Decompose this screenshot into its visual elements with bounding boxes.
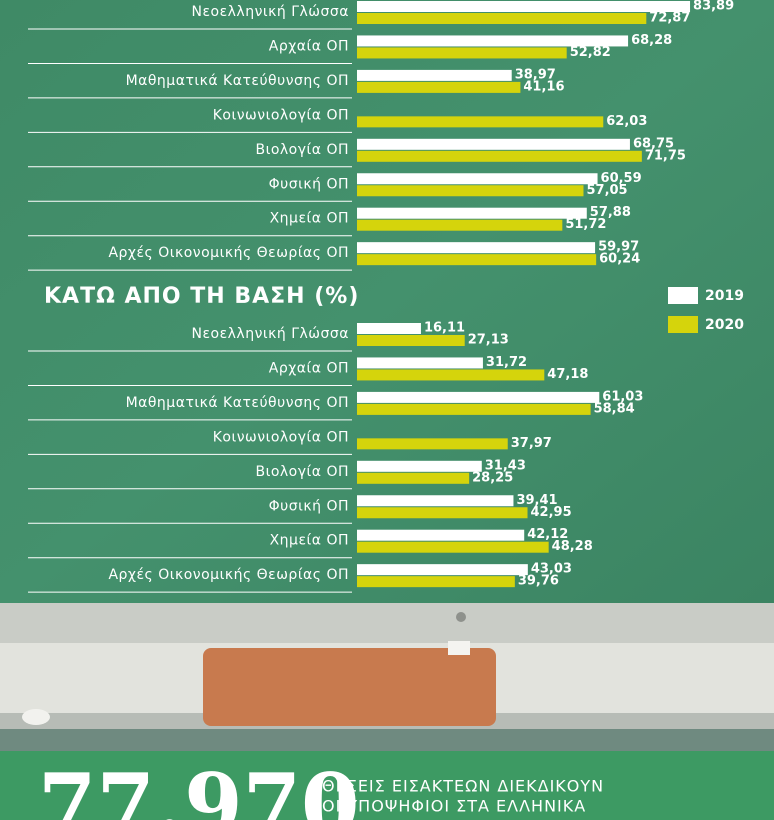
bar [357, 13, 647, 24]
bar [357, 81, 521, 93]
bar [357, 438, 508, 450]
chalk-piece [22, 709, 50, 725]
chalk [448, 641, 470, 655]
value-label: 58,84 [594, 401, 635, 416]
value-label: 51,72 [565, 217, 606, 232]
value-label: 28,25 [472, 470, 513, 485]
value-label: 52,82 [570, 45, 611, 60]
value-label: 37,97 [511, 436, 552, 451]
eraser [203, 648, 496, 726]
value-label: 43,03 [531, 562, 572, 577]
category-label: Βιολογία ΟΠ [255, 464, 349, 480]
bar [357, 207, 587, 219]
category-label: Νεοελληνική Γλώσσα [191, 4, 349, 20]
bar [357, 323, 421, 334]
bar [357, 173, 598, 185]
bar [357, 47, 567, 59]
bar [357, 369, 545, 381]
value-label: 60,59 [601, 171, 642, 186]
value-label: 41,16 [523, 79, 564, 94]
value-label: 68,28 [631, 33, 672, 48]
value-label: 42,95 [531, 505, 572, 520]
value-label: 39,76 [518, 574, 559, 589]
category-label: Κοινωνιολογία ΟΠ [213, 107, 349, 123]
value-label: 31,43 [485, 458, 526, 473]
category-label: Χημεία ΟΠ [270, 533, 349, 549]
bar [357, 507, 528, 519]
bar [357, 138, 630, 150]
section-title: ΚΑΤΩ ΑΠΟ ΤΗ ΒΑΣΗ (%) [44, 284, 359, 309]
bar [357, 150, 642, 162]
value-label: 47,18 [547, 367, 588, 382]
bar [357, 472, 470, 484]
value-label: 27,13 [468, 333, 509, 348]
category-label: Αρχές Οικονομικής Θεωρίας ΟΠ [108, 245, 349, 261]
value-label: 57,88 [590, 205, 631, 220]
footer-text: ΘΕΣΕΙΣ ΕΙΣΑΚΤΕΩΝ ΔΙΕΚΔΙΚΟΥΝ [322, 777, 604, 796]
bar [357, 69, 512, 81]
value-label: 48,28 [552, 539, 593, 554]
category-label: Αρχές Οικονομικής Θεωρίας ΟΠ [108, 567, 349, 583]
screw [456, 612, 466, 622]
value-label: 57,05 [586, 183, 627, 198]
value-label: 71,75 [645, 148, 686, 163]
category-label: Βιολογία ΟΠ [255, 142, 349, 158]
value-label: 83,89 [693, 0, 734, 14]
frame [0, 603, 774, 643]
bar [357, 185, 584, 197]
value-label: 61,03 [602, 389, 643, 404]
value-label: 42,12 [527, 527, 568, 542]
value-label: 31,72 [486, 355, 527, 370]
bar [357, 357, 483, 369]
bar [357, 1, 691, 12]
bar [357, 564, 528, 576]
footer-number: 77.970 [38, 755, 359, 820]
category-label: Χημεία ΟΠ [270, 211, 349, 227]
bar [357, 242, 596, 254]
footer-text: ΟΙ ΥΠΟΨΗΦΙΟΙ ΣΤΑ ΕΛΛΗΝΙΚΑ [322, 797, 586, 816]
value-label: 39,41 [516, 493, 557, 508]
category-label: Αρχαία ΟΠ [269, 360, 349, 376]
category-label: Φυσική ΟΠ [269, 498, 349, 514]
bar [357, 460, 482, 472]
legend-swatch [668, 316, 698, 333]
value-label: 59,97 [598, 240, 639, 255]
bar [357, 541, 549, 553]
bar [357, 335, 465, 346]
value-label: 72,87 [649, 11, 690, 26]
value-label: 62,03 [606, 114, 647, 129]
bar [357, 576, 515, 588]
category-label: Φυσική ΟΠ [269, 176, 349, 192]
value-label: 16,11 [424, 321, 465, 336]
category-label: Νεοελληνική Γλώσσα [191, 326, 349, 342]
bar [357, 391, 600, 403]
bar [357, 116, 604, 128]
value-label: 68,75 [633, 136, 674, 151]
bar [357, 529, 525, 541]
category-label: Μαθηματικά Κατεύθυνσης ΟΠ [126, 73, 349, 89]
value-label: 38,97 [515, 67, 556, 82]
bar [357, 219, 563, 231]
category-label: Κοινωνιολογία ΟΠ [213, 429, 349, 445]
bar [357, 403, 591, 415]
legend-swatch [668, 287, 698, 304]
category-label: Μαθηματικά Κατεύθυνσης ΟΠ [126, 395, 349, 411]
footer-band [0, 751, 774, 820]
ledge-edge [0, 729, 774, 751]
value-label: 60,24 [599, 252, 640, 267]
bar [357, 254, 597, 266]
category-label: Αρχαία ΟΠ [269, 38, 349, 54]
bar [357, 495, 514, 507]
legend-label: 2019 [705, 288, 744, 304]
bar [357, 35, 629, 47]
legend-label: 2020 [705, 317, 744, 333]
